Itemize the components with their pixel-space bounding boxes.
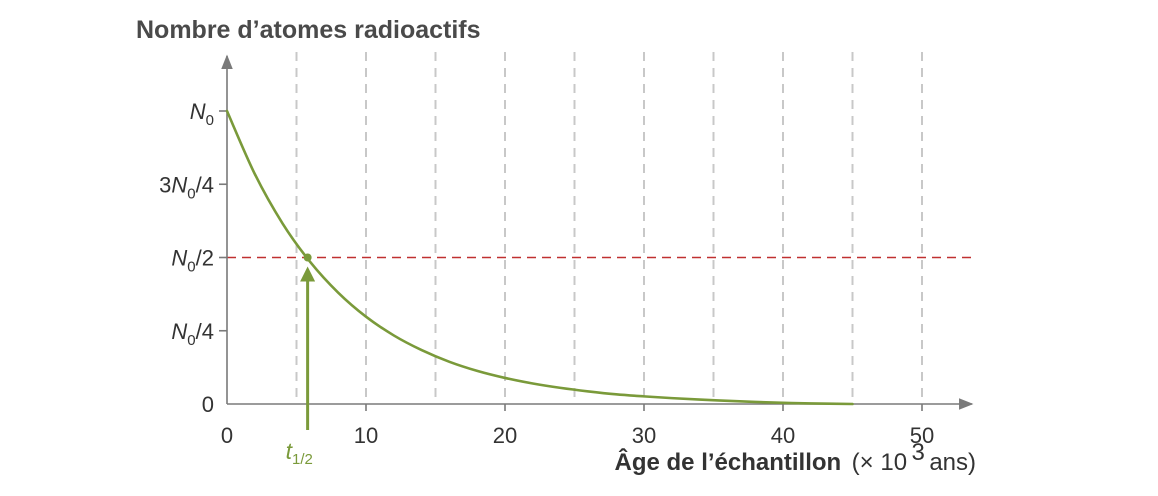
x-axis-title-unit-open: (× 10 xyxy=(852,449,907,476)
y-tick-label-2: N0/2 xyxy=(171,246,214,276)
y-axis-title: Nombre d’atomes radioactifs xyxy=(136,16,481,44)
x-tick-label-50: 50 xyxy=(910,423,934,448)
x-tick-labels: 0 10 20 30 40 50 xyxy=(221,423,934,448)
y-tick-label-1: 3N0/4 xyxy=(159,172,214,202)
half-life-label: t1/2 xyxy=(286,438,313,468)
x-axis-title: Âge de l’échantillon (× 10 3 ans) xyxy=(615,439,976,476)
x-tick-label-0: 0 xyxy=(221,423,233,448)
vertical-gridlines xyxy=(295,52,923,404)
half-life-point xyxy=(303,253,312,262)
x-axis-title-unit-exp: 3 xyxy=(912,439,925,466)
half-life-marker: t1/2 xyxy=(286,253,316,468)
x-tick-label-10: 10 xyxy=(354,423,378,448)
half-life-label-main: t xyxy=(286,438,294,464)
y-tick-label-4: 0 xyxy=(202,392,214,417)
x-axis-title-main: Âge de l’échantillon xyxy=(615,448,842,476)
y-tick-label-0: N0 xyxy=(190,99,214,129)
x-tick-label-40: 40 xyxy=(771,423,795,448)
axes xyxy=(219,54,974,411)
half-life-label-sub: 1/2 xyxy=(292,451,313,468)
decay-curve-group xyxy=(225,109,854,406)
x-axis-title-unit-close: ans) xyxy=(929,449,976,476)
x-tick-label-30: 30 xyxy=(632,423,656,448)
x-tick-label-20: 20 xyxy=(493,423,517,448)
y-tick-label-3: N0/4 xyxy=(171,319,214,349)
decay-curve xyxy=(225,109,854,406)
y-tick-labels: N0 3N0/4 N0/2 N0/4 0 xyxy=(159,99,214,417)
